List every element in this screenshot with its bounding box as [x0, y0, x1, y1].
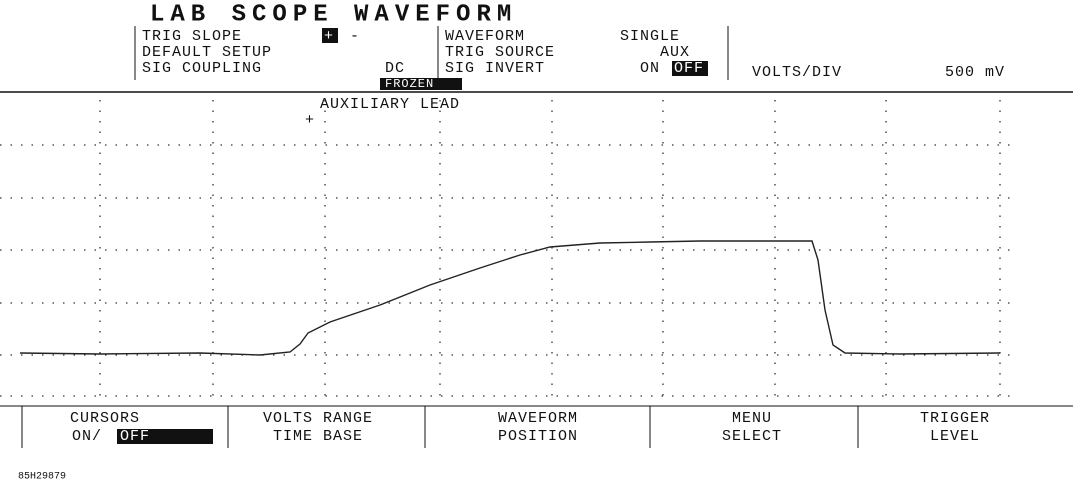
trace-label: AUXILIARY LEAD: [320, 96, 460, 113]
setting-value: AUX: [660, 44, 690, 61]
setting-label: TRIG SOURCE: [445, 44, 555, 61]
setting-label: WAVEFORM: [445, 28, 525, 45]
softkey-label: TIME BASE: [273, 428, 363, 445]
softkey-label: CURSORS: [70, 410, 140, 427]
status: FROZEN: [385, 77, 434, 91]
volts-div-value: 500 mV: [945, 64, 1005, 81]
waveform: [19, 240, 1001, 356]
setting-option: +: [324, 28, 334, 45]
trigger-marker: +: [305, 112, 315, 129]
softkey-label: TRIGGER: [920, 410, 990, 427]
figure-code: 85H29879: [18, 472, 66, 483]
softkey-label: MENU: [732, 410, 772, 427]
softkey-label: VOLTS RANGE: [263, 410, 373, 427]
softkey[interactable]: MENU SELECT: [722, 410, 782, 445]
softkey[interactable]: VOLTS RANGE TIME BASE: [263, 410, 373, 445]
screen-title: LAB SCOPE WAVEFORM: [150, 1, 517, 28]
volts-div-label: VOLTS/DIV: [752, 64, 842, 81]
softkey[interactable]: CURSORS ON/ OFF: [70, 410, 213, 445]
highlight: [322, 28, 338, 43]
setting-label: SIG INVERT: [445, 60, 545, 77]
highlight: [672, 61, 708, 76]
highlight: [117, 429, 213, 444]
softkey-option: OFF: [120, 428, 150, 445]
softkey[interactable]: WAVEFORM POSITION: [498, 410, 578, 445]
softkey-label: WAVEFORM: [498, 410, 578, 427]
softkey-label: LEVEL: [930, 428, 980, 445]
setting-option: DC: [385, 60, 405, 77]
softkey-label: POSITION: [498, 428, 578, 445]
softkey[interactable]: TRIGGER LEVEL: [920, 410, 990, 445]
setting-label: DEFAULT SETUP: [142, 44, 272, 61]
softkey-label: SELECT: [722, 428, 782, 445]
setting-option: -: [350, 28, 360, 45]
setting-label: TRIG SLOPE: [142, 28, 242, 45]
setting-option: OFF: [674, 60, 704, 77]
graticule: [0, 100, 1010, 400]
setting-value: SINGLE: [620, 28, 680, 45]
setting-option: ON: [640, 60, 660, 77]
setting-label: SIG COUPLING: [142, 60, 262, 77]
softkey-separators: [21, 406, 859, 448]
highlight: [380, 78, 462, 90]
softkey-label: ON/: [72, 428, 102, 445]
